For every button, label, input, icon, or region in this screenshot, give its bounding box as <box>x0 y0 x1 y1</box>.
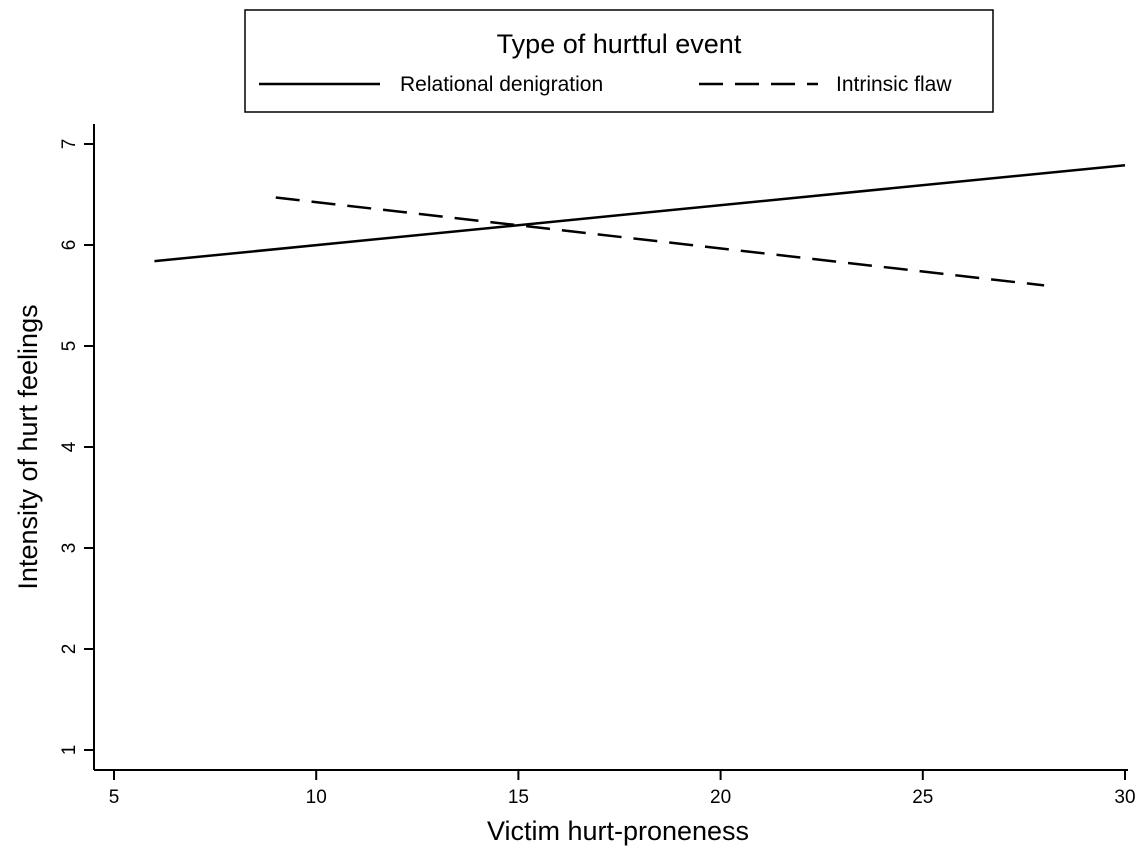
x-tick-label: 10 <box>306 787 327 808</box>
y-tick-label: 1 <box>59 745 80 756</box>
x-axis-title: Victim hurt-proneness <box>487 816 749 846</box>
y-tick-label: 3 <box>59 543 80 554</box>
y-tick-label: 6 <box>59 240 80 251</box>
legend-title: Type of hurtful event <box>497 29 742 59</box>
legend-label-intrinsic-flaw: Intrinsic flaw <box>836 73 952 96</box>
legend-label-relational-denigration: Relational denigration <box>400 73 603 96</box>
x-tick-label: 25 <box>912 787 933 808</box>
y-ticks: 1 2 3 4 5 6 7 <box>59 139 94 756</box>
y-tick-label: 5 <box>59 341 80 352</box>
x-tick-label: 20 <box>710 787 731 808</box>
x-tick-label: 15 <box>508 787 529 808</box>
x-tick-label: 30 <box>1114 787 1135 808</box>
y-tick-label: 2 <box>59 644 80 655</box>
y-axis-title: Intensity of hurt feelings <box>13 304 43 589</box>
legend: Type of hurtful event Relational denigra… <box>244 9 994 113</box>
plot-series <box>154 163 1126 287</box>
y-tick-label: 4 <box>59 441 80 452</box>
axes: 5 10 15 20 25 30 1 2 3 4 5 6 7 Victim hurt-pronenes… <box>13 124 1136 846</box>
x-ticks: 5 10 15 20 25 30 <box>109 770 1136 808</box>
legend-box <box>244 9 994 113</box>
y-tick-label: 7 <box>59 139 80 150</box>
x-tick-label: 5 <box>109 787 120 808</box>
series-line-relational-denigration <box>154 163 1126 263</box>
series-line-intrinsic-flaw <box>275 196 1045 287</box>
